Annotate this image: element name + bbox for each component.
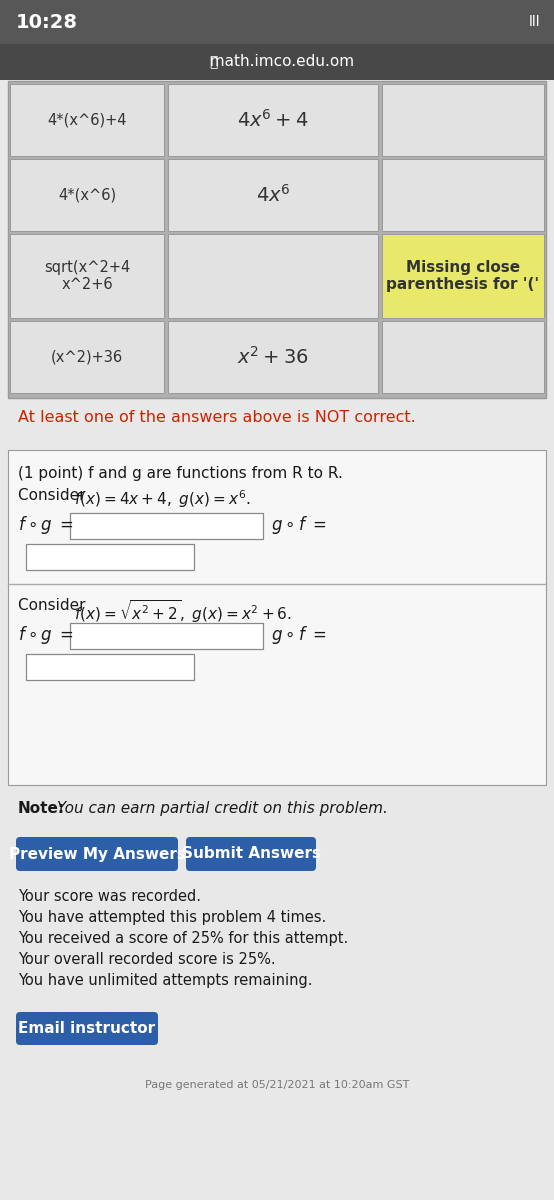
Text: Consider: Consider [18, 598, 90, 613]
Text: math.imco.edu.om: math.imco.edu.om [200, 54, 354, 70]
Text: 10:28: 10:28 [16, 12, 78, 31]
FancyBboxPatch shape [382, 84, 544, 156]
Text: lll: lll [529, 14, 540, 29]
Text: $g \circ f\ =$: $g \circ f\ =$ [271, 624, 327, 646]
FancyBboxPatch shape [16, 1012, 158, 1045]
FancyBboxPatch shape [16, 838, 178, 871]
FancyBboxPatch shape [186, 838, 316, 871]
Text: Page generated at 05/21/2021 at 10:20am GST: Page generated at 05/21/2021 at 10:20am … [145, 1080, 409, 1090]
FancyBboxPatch shape [26, 544, 194, 570]
FancyBboxPatch shape [26, 654, 194, 680]
FancyBboxPatch shape [8, 450, 546, 785]
Text: $f \circ g\ =$: $f \circ g\ =$ [18, 624, 74, 646]
Text: $x^2 + 36$: $x^2 + 36$ [237, 346, 309, 368]
FancyBboxPatch shape [382, 158, 544, 230]
FancyBboxPatch shape [8, 80, 546, 398]
Text: (x^2)+36: (x^2)+36 [51, 349, 123, 365]
FancyBboxPatch shape [168, 234, 378, 318]
FancyBboxPatch shape [10, 320, 164, 392]
Text: Your score was recorded.: Your score was recorded. [18, 889, 201, 904]
FancyBboxPatch shape [70, 623, 263, 649]
FancyBboxPatch shape [168, 158, 378, 230]
Text: You can earn partial credit on this problem.: You can earn partial credit on this prob… [52, 802, 388, 816]
Text: Submit Answers: Submit Answers [182, 846, 321, 862]
Text: ⚿: ⚿ [209, 55, 217, 68]
Text: 4*(x^6)+4: 4*(x^6)+4 [47, 113, 127, 127]
Text: $4x^6$: $4x^6$ [256, 184, 290, 206]
Text: $4x^6 + 4$: $4x^6 + 4$ [237, 109, 309, 131]
Text: $f \circ g\ =$: $f \circ g\ =$ [18, 514, 74, 536]
FancyBboxPatch shape [168, 84, 378, 156]
Text: You have attempted this problem 4 times.: You have attempted this problem 4 times. [18, 910, 326, 925]
Text: sqrt(x^2+4
x^2+6: sqrt(x^2+4 x^2+6 [44, 259, 130, 292]
FancyBboxPatch shape [10, 84, 164, 156]
FancyBboxPatch shape [10, 158, 164, 230]
Text: Preview My Answers: Preview My Answers [8, 846, 186, 862]
Text: You received a score of 25% for this attempt.: You received a score of 25% for this att… [18, 931, 348, 946]
FancyBboxPatch shape [382, 234, 544, 318]
Text: $f(x) = \sqrt{x^2 + 2},\ g(x) = x^2 + 6.$: $f(x) = \sqrt{x^2 + 2},\ g(x) = x^2 + 6.… [74, 598, 292, 625]
Text: (1 point) f and g are functions from R to R.: (1 point) f and g are functions from R t… [18, 466, 343, 481]
Text: $f(x) = 4x + 4,\ g(x) = x^6.$: $f(x) = 4x + 4,\ g(x) = x^6.$ [74, 488, 250, 510]
Text: Note:: Note: [18, 802, 65, 816]
Text: Your overall recorded score is 25%.: Your overall recorded score is 25%. [18, 952, 276, 967]
Text: Missing close
parenthesis for '(': Missing close parenthesis for '(' [387, 259, 540, 292]
Text: At least one of the answers above is NOT correct.: At least one of the answers above is NOT… [18, 410, 416, 425]
Text: You have unlimited attempts remaining.: You have unlimited attempts remaining. [18, 973, 312, 988]
Text: Consider: Consider [18, 488, 90, 503]
FancyBboxPatch shape [382, 320, 544, 392]
Text: Email instructor: Email instructor [18, 1021, 156, 1036]
FancyBboxPatch shape [0, 0, 554, 44]
FancyBboxPatch shape [168, 320, 378, 392]
Text: $g \circ f\ =$: $g \circ f\ =$ [271, 514, 327, 536]
FancyBboxPatch shape [0, 44, 554, 80]
FancyBboxPatch shape [70, 514, 263, 539]
FancyBboxPatch shape [10, 234, 164, 318]
Text: 4*(x^6): 4*(x^6) [58, 187, 116, 203]
